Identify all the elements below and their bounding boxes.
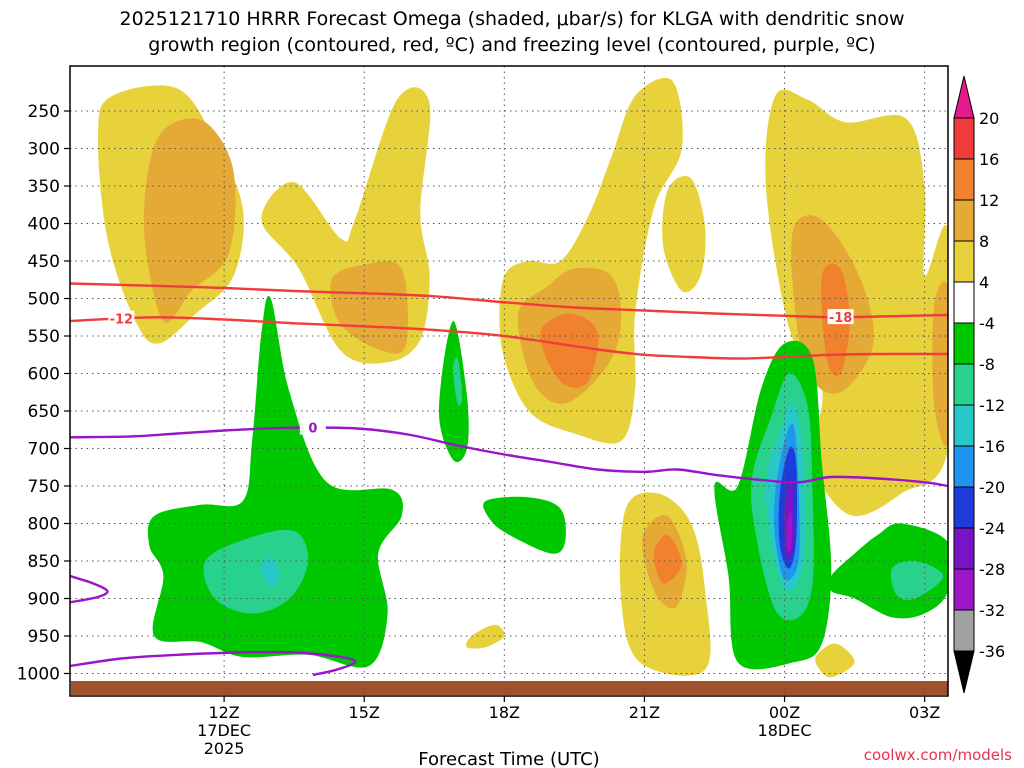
axes: 250 300 350 400 450 500 550 600 650 700 750 800 850 9…: [17, 102, 941, 758]
freezing-contour-line-0: [70, 426, 948, 488]
colorbar-label-10: -24: [979, 519, 1005, 538]
omega-region-14: [932, 280, 948, 447]
omega-region-18: [203, 529, 309, 614]
colorbar-bin-7: [953, 404, 975, 447]
omega-region-16: [815, 643, 855, 678]
y-tick-label-700: 700: [28, 440, 60, 460]
colorbar-bin-2: [953, 199, 975, 242]
x-tick-label-12-1: 18DEC: [758, 721, 812, 740]
y-tick-label-250: 250: [28, 102, 60, 122]
contour-lines: -12 -18 0: [70, 282, 948, 677]
colorbar-label-8: -16: [979, 437, 1005, 456]
colorbar-bin-11: [953, 568, 975, 611]
chart-title-line-1: 2025121710 HRRR Forecast Omega (shaded, …: [119, 8, 905, 30]
x-tick-label-0-0: 12Z: [208, 703, 239, 722]
omega-region-1: [143, 118, 236, 323]
x-tick-label-0-1: 17DEC: [197, 721, 251, 740]
colorbar-bin-0: [953, 117, 975, 160]
colorbar-bin-9: [953, 486, 975, 529]
plot-frame: [69, 65, 949, 697]
omega-region-6: [540, 313, 599, 388]
ground-layer: [71, 681, 948, 695]
grid-lines: [70, 66, 948, 696]
colorbar-label-11: -28: [979, 560, 1005, 579]
colorbar-label-9: -20: [979, 478, 1005, 497]
colorbar-bin-10: [953, 527, 975, 570]
colorbar-under-triangle: [953, 650, 975, 694]
colorbar-label-6: -8: [979, 355, 995, 374]
colorbar-label-7: -12: [979, 396, 1005, 415]
colorbar: 20 16 12 8 4 -4 -8 -12 -16 -20 -24 -28 -32 -36: [953, 75, 1005, 694]
colorbar-label-12: -32: [979, 601, 1005, 620]
colorbar-bin-12: [953, 609, 975, 652]
omega-region-20: [438, 320, 469, 463]
y-tick-label-1000: 1000: [17, 665, 60, 685]
y-tick-label-850: 850: [28, 552, 60, 572]
omega-region-7: [662, 176, 706, 293]
dgz-contour-line-0: [70, 316, 948, 360]
colorbar-label-13: -36: [979, 642, 1005, 661]
y-tick-label-500: 500: [28, 290, 60, 310]
colorbar-label-4: 4: [979, 273, 989, 292]
omega-region-21: [453, 357, 463, 406]
omega-region-22: [483, 496, 566, 554]
y-tick-label-450: 450: [28, 252, 60, 272]
dgz-contour-label-1: -18: [829, 311, 853, 326]
dgz-contour-label-bg-1: [827, 309, 854, 325]
freezing-contour-line-2: [70, 650, 357, 677]
x-axis-label: Forecast Time (UTC): [418, 749, 599, 768]
colorbar-label-3: 8: [979, 232, 989, 251]
x-tick-label-12-0: 00Z: [769, 703, 800, 722]
x-tick-label-9-0: 21Z: [629, 703, 660, 722]
omega-region-29: [786, 511, 793, 552]
colorbar-label-1: 16: [979, 150, 999, 169]
y-tick-label-650: 650: [28, 402, 60, 422]
colorbar-label-0: 20: [979, 109, 999, 128]
colorbar-bin-8: [953, 445, 975, 488]
colorbar-label-2: 12: [979, 191, 999, 210]
x-tick-label-3-0: 15Z: [349, 703, 380, 722]
colorbar-bin-3: [953, 240, 975, 283]
x-tick-label-6-0: 18Z: [489, 703, 520, 722]
colorbar-over-triangle: [953, 75, 975, 119]
y-tick-label-400: 400: [28, 215, 60, 235]
omega-region-10: [653, 534, 682, 584]
y-tick-label-550: 550: [28, 327, 60, 347]
dgz-contour-label-bg-0: [108, 310, 135, 326]
y-tick-label-300: 300: [28, 140, 60, 160]
colorbar-bin-1: [953, 158, 975, 201]
omega-region-15: [466, 624, 505, 649]
y-tick-label-750: 750: [28, 477, 60, 497]
chart-title-line-2: growth region (contoured, red, ºC) and f…: [148, 34, 876, 56]
freezing-contour-label-bg-0: [299, 419, 326, 435]
omega-region-19: [261, 557, 281, 588]
y-tick-label-800: 800: [28, 515, 60, 535]
dgz-contour-line-1: [70, 282, 948, 319]
omega-region-31: [890, 560, 944, 601]
y-tick-label-950: 950: [28, 627, 60, 647]
x-tick-label-0-2: 2025: [204, 739, 245, 758]
colorbar-bin-4: [953, 281, 975, 324]
ground-surface: [71, 681, 948, 695]
y-tick-label-600: 600: [28, 365, 60, 385]
freezing-contour-label-0: 0: [308, 422, 317, 437]
colorbar-label-5: -4: [979, 314, 995, 333]
x-tick-label-15-0: 03Z: [909, 703, 940, 722]
y-tick-label-900: 900: [28, 590, 60, 610]
freezing-contour-line-1: [70, 574, 109, 604]
source-credit: coolwx.com/models: [863, 746, 1012, 764]
y-tick-label-350: 350: [28, 177, 60, 197]
colorbar-bin-6: [953, 363, 975, 406]
omega-region-3: [330, 260, 409, 354]
colorbar-bin-5: [953, 322, 975, 365]
dgz-contour-label-0: -12: [110, 313, 134, 328]
